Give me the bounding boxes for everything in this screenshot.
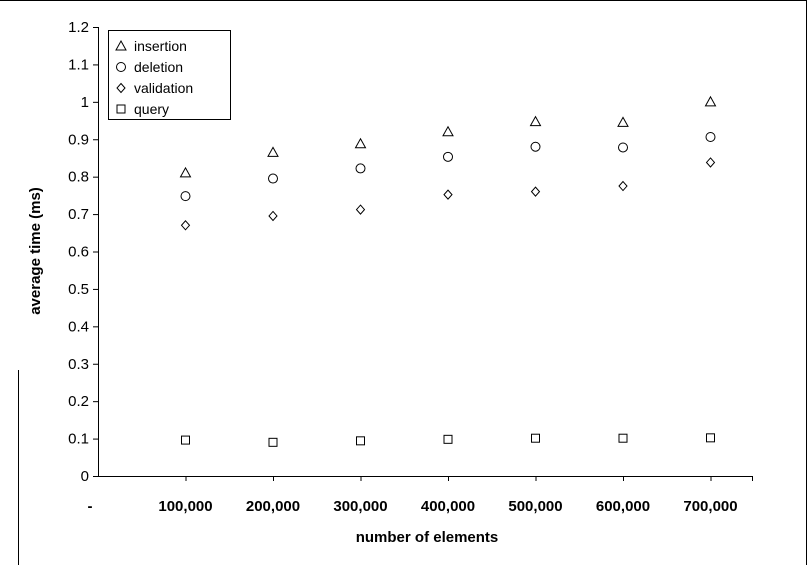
query-point — [706, 433, 715, 443]
query-point — [618, 433, 628, 443]
legend-query-label: query — [134, 101, 169, 117]
data-markers — [179, 95, 717, 447]
legend-deletion-marker — [116, 62, 126, 72]
x-tick-label: 600,000 — [596, 498, 650, 515]
y-tick-label: 0.7 — [68, 206, 89, 223]
x-tick-label: 300,000 — [333, 498, 387, 515]
deletion-point — [705, 132, 716, 143]
deletion-point — [180, 191, 191, 202]
insertion-point — [267, 146, 279, 157]
validation-point — [443, 189, 453, 200]
x-axis-title: number of elements — [356, 529, 499, 546]
x-tick-label: 700,000 — [683, 498, 737, 515]
y-tick-label: 0.3 — [68, 356, 89, 373]
legend-items: insertion deletion validation query — [115, 38, 193, 117]
legend-box — [108, 30, 231, 120]
y-tick-label: 0.9 — [68, 131, 89, 148]
legend-deletion-label: deletion — [134, 59, 183, 75]
legend-query-marker — [116, 104, 126, 114]
validation-point — [268, 210, 278, 222]
x-tick-label: - — [88, 498, 93, 515]
y-tick-label: 0.6 — [68, 244, 89, 261]
legend-validation-label: validation — [134, 80, 193, 96]
y-tick-label: 1.1 — [68, 56, 89, 73]
legend-insertion-label: insertion — [134, 38, 187, 54]
query-point — [531, 433, 540, 443]
y-tick-label: 0.8 — [68, 169, 89, 186]
x-tick-label: 500,000 — [508, 498, 562, 515]
y-tick-label: 0 — [81, 468, 89, 485]
y-axis-ticks: 0 0.1 0.2 0.3 0.4 0.5 0.6 0.7 0.8 0.9 1 1.1 1.2 — [68, 19, 98, 485]
legend-validation-marker — [116, 82, 126, 94]
query-point — [268, 437, 278, 447]
validation-point — [705, 157, 716, 168]
x-tick-label: 100,000 — [158, 498, 212, 515]
legend-insertion-marker — [115, 39, 127, 51]
legend: insertion deletion validation query — [108, 30, 231, 120]
deletion-point — [530, 141, 541, 152]
query-point — [181, 435, 190, 445]
query-point — [443, 434, 453, 444]
y-axis-title: average time (ms) — [27, 187, 44, 315]
deletion-point — [618, 142, 628, 153]
x-axis-ticks: - 100,000 200,000 300,000 400,000 500,000 600,… — [88, 476, 753, 515]
y-tick-label: 0.5 — [68, 281, 89, 298]
y-tick-label: 0.2 — [68, 393, 89, 410]
y-tick-label: 0.1 — [68, 431, 89, 448]
insertion-point — [704, 95, 717, 107]
query-point — [356, 436, 365, 446]
y-tick-label: 1 — [81, 94, 89, 111]
deletion-point — [268, 173, 278, 184]
deletion-point — [443, 151, 453, 162]
insertion-point — [529, 115, 542, 127]
validation-point — [530, 186, 541, 197]
insertion-point — [179, 166, 192, 178]
validation-point — [180, 220, 191, 231]
validation-point — [355, 204, 366, 215]
insertion-point — [617, 116, 629, 127]
validation-point — [618, 180, 628, 192]
y-tick-label: 0.4 — [68, 318, 89, 335]
y-tick-label: 1.2 — [68, 19, 89, 36]
x-tick-label: 400,000 — [421, 498, 475, 515]
deletion-point — [355, 163, 366, 174]
x-tick-label: 200,000 — [246, 498, 300, 515]
insertion-point — [442, 125, 454, 137]
insertion-point — [354, 137, 367, 149]
